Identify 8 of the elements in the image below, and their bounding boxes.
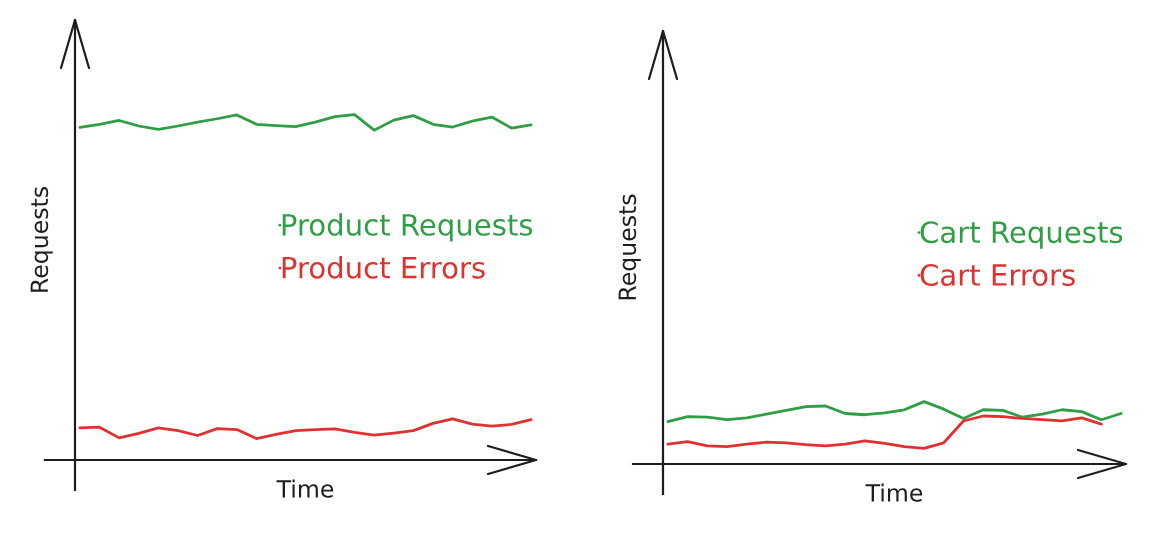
- legend-label: Product Requests: [282, 213, 533, 242]
- y-axis-title: Requests: [30, 187, 53, 292]
- legend-label: Cart Requests: [920, 221, 1123, 249]
- legend-label: Cart Errors: [920, 263, 1075, 287]
- x-axis-title: Time: [865, 483, 923, 502]
- legend-label: Product Errors: [282, 256, 485, 279]
- y-axis-title: Requests: [618, 194, 641, 300]
- x-axis-title: Time: [276, 479, 334, 498]
